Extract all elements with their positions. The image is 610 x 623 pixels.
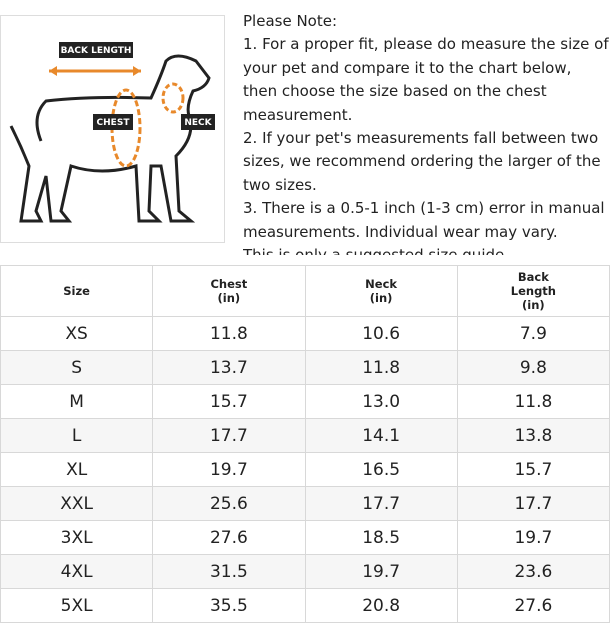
header-line: Length	[510, 284, 556, 298]
column-header: Size	[0, 265, 154, 317]
measurement-cell: 11.8	[304, 350, 458, 385]
measurement-cell: 9.8	[456, 350, 610, 385]
table-row: 4XL 31.5 19.7 23.6	[0, 554, 610, 589]
note-item: 3. There is a 0.5-1 inch (1-3 cm) error …	[243, 199, 605, 241]
measurement-cell: 17.7	[152, 418, 306, 453]
column-header: Back Length (in)	[456, 265, 610, 317]
size-table: Size Chest (in) Neck (in) Back Length (in) XS 11.…	[0, 265, 610, 623]
measurement-cell: 15.7	[152, 384, 306, 419]
label-box	[181, 114, 215, 130]
measurement-cell: 19.7	[304, 554, 458, 589]
measurement-cell: 27.6	[456, 588, 610, 623]
size-cell: M	[0, 384, 154, 419]
header-row: Size Chest (in) Neck (in) Back Length (in)	[0, 265, 610, 317]
measurement-cell: 11.8	[456, 384, 610, 419]
note-item: 2. If your pet's measurements fall betwe…	[243, 129, 601, 194]
neck-loop	[161, 82, 185, 114]
dog-outline	[9, 54, 211, 223]
size-cell: L	[0, 418, 154, 453]
table-row: XL 19.7 16.5 15.7	[0, 452, 610, 487]
table-row: 3XL 27.6 18.5 19.7	[0, 520, 610, 555]
size-cell: 4XL	[0, 554, 154, 589]
dog-diagram: BACK LENGTH CHEST NECK	[0, 15, 225, 243]
measurement-cell: 13.8	[456, 418, 610, 453]
dog-illustration: BACK LENGTH CHEST NECK	[9, 42, 215, 223]
page: BACK LENGTH CHEST NECK Please Note: 1. F…	[0, 10, 610, 623]
back-length-label: BACK LENGTH	[61, 46, 132, 56]
table-row: S 13.7 11.8 9.8	[0, 350, 610, 385]
chest-label: CHEST	[97, 118, 131, 128]
measurement-cell: 14.1	[304, 418, 458, 453]
measurement-cell: 13.7	[152, 350, 306, 385]
size-cell: XL	[0, 452, 154, 487]
measurement-cell: 16.5	[304, 452, 458, 487]
size-cell: XXL	[0, 486, 154, 521]
table-row: XXL 25.6 17.7 17.7	[0, 486, 610, 521]
header-line: Chest	[210, 277, 248, 291]
measurement-cell: 7.9	[456, 316, 610, 351]
measurement-cell: 11.8	[152, 316, 306, 351]
label-box	[93, 114, 133, 130]
measurement-cell: 18.5	[304, 520, 458, 555]
size-cell: S	[0, 350, 154, 385]
header-line: (in)	[522, 298, 545, 312]
measurement-cell: 19.7	[456, 520, 610, 555]
note-item: This is only a suggested size guide.	[243, 244, 610, 255]
measurement-cell: 15.7	[456, 452, 610, 487]
measurement-cell: 17.7	[304, 486, 458, 521]
size-cell: 3XL	[0, 520, 154, 555]
size-cell: XS	[0, 316, 154, 351]
measurement-cell: 19.7	[152, 452, 306, 487]
table-row: L 17.7 14.1 13.8	[0, 418, 610, 453]
header-line: Size	[63, 284, 90, 298]
neck-label: NECK	[184, 118, 212, 128]
column-header: Neck (in)	[304, 265, 458, 317]
note-title: Please Note:	[243, 12, 338, 30]
column-header: Chest (in)	[152, 265, 306, 317]
measurement-cell: 31.5	[152, 554, 306, 589]
header-line: (in)	[369, 291, 393, 305]
header-line: Back	[517, 270, 549, 284]
measurement-cell: 25.6	[152, 486, 306, 521]
header-line: Neck	[365, 277, 398, 291]
table-row: M 15.7 13.0 11.8	[0, 384, 610, 419]
note-item: 1. For a proper fit, please do measure t…	[243, 35, 609, 124]
size-cell: 5XL	[0, 588, 154, 623]
note: Please Note: 1. For a proper fit, please…	[243, 10, 610, 255]
table-row: 5XL 35.5 20.8 27.6	[0, 588, 610, 623]
measurement-cell: 27.6	[152, 520, 306, 555]
table-row: XS 11.8 10.6 7.9	[0, 316, 610, 351]
measurement-cell: 23.6	[456, 554, 610, 589]
measurement-cell: 13.0	[304, 384, 458, 419]
measurement-cell: 10.6	[304, 316, 458, 351]
measurement-cell: 20.8	[304, 588, 458, 623]
measurement-cell: 17.7	[456, 486, 610, 521]
measurement-cell: 35.5	[152, 588, 306, 623]
label-box	[59, 42, 133, 58]
header-line: (in)	[217, 291, 241, 305]
